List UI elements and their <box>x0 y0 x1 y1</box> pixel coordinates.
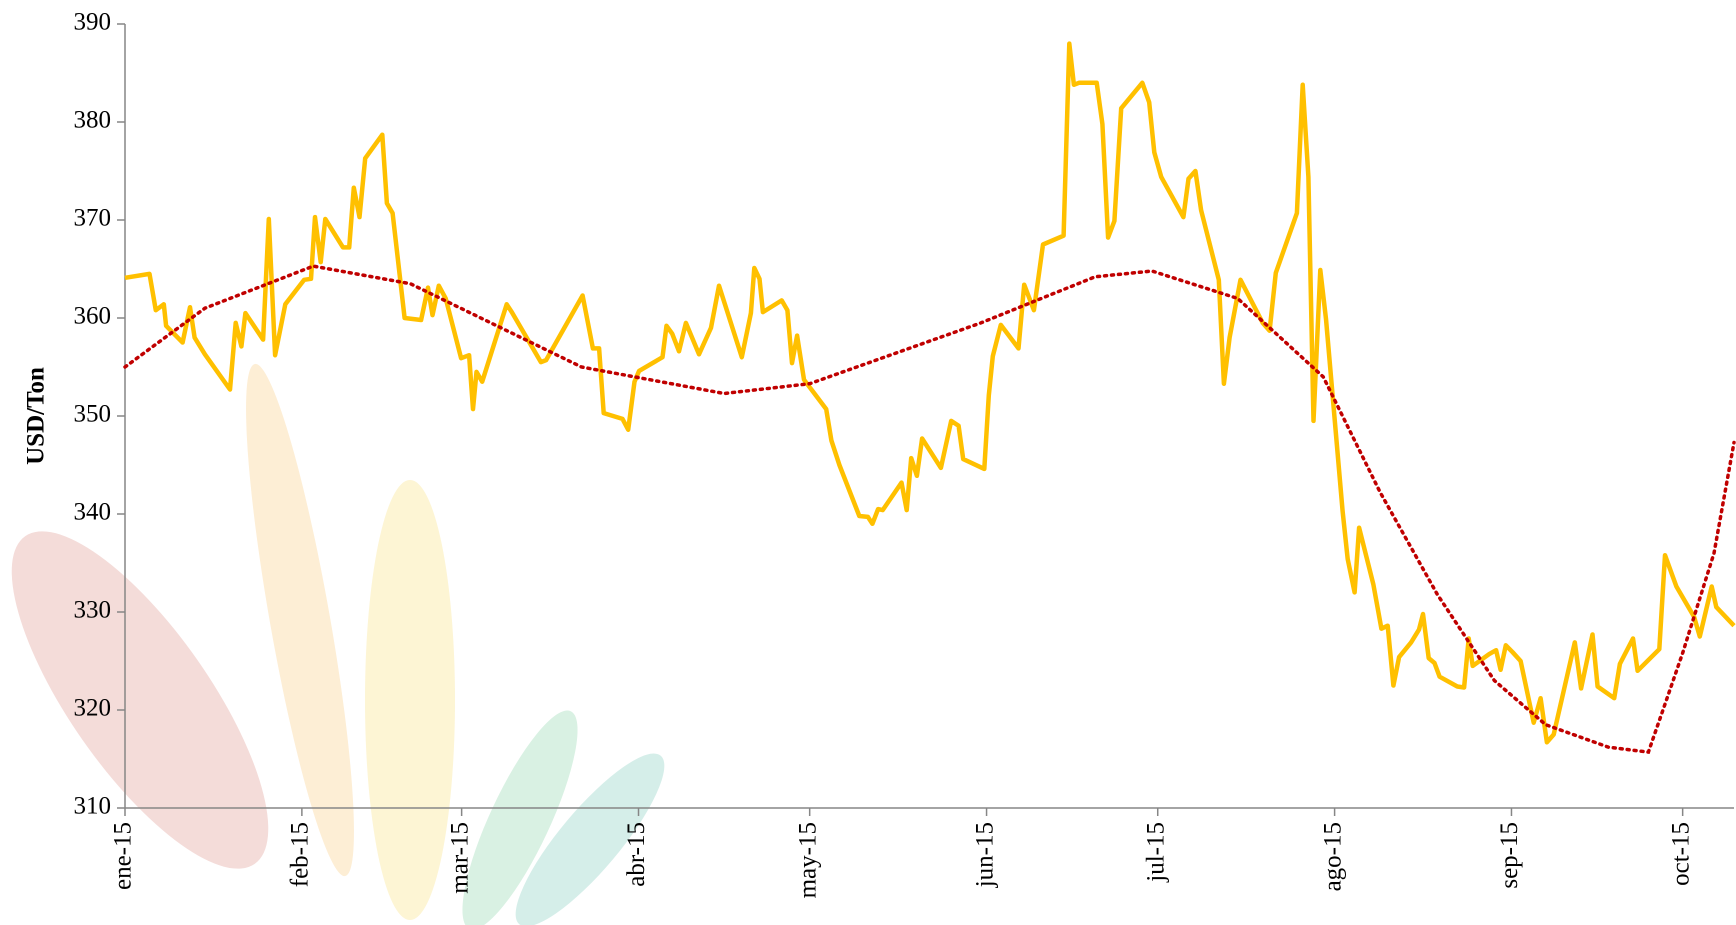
y-tick-label: 390 <box>74 9 112 36</box>
x-tick-label: feb-15 <box>287 822 314 887</box>
trend-line <box>123 264 1736 755</box>
x-tick-label: may-15 <box>794 822 821 898</box>
y-tick-label: 360 <box>74 303 112 330</box>
y-tick-label: 350 <box>74 401 112 428</box>
y-tick-label: 310 <box>74 793 112 820</box>
x-tick-label: mar-15 <box>446 822 473 894</box>
x-tick-label: oct-15 <box>1667 822 1694 886</box>
x-tick-label: ene-15 <box>110 822 137 890</box>
x-tick-label: jul-15 <box>1142 822 1169 883</box>
y-tick-label: 340 <box>74 499 112 526</box>
price-line <box>124 41 1736 745</box>
y-tick-label: 370 <box>74 205 112 232</box>
x-tick-label: ago-15 <box>1319 822 1346 891</box>
x-tick-label: jun-15 <box>971 822 998 888</box>
y-axis-title: USD/Ton <box>23 367 50 465</box>
x-tick-label: abr-15 <box>623 822 650 887</box>
x-tick-label: sep-15 <box>1496 822 1523 889</box>
y-tick-label: 380 <box>74 107 112 134</box>
y-tick-label: 320 <box>74 695 112 722</box>
y-tick-label: 330 <box>74 597 112 624</box>
background-watermark <box>11 363 665 925</box>
